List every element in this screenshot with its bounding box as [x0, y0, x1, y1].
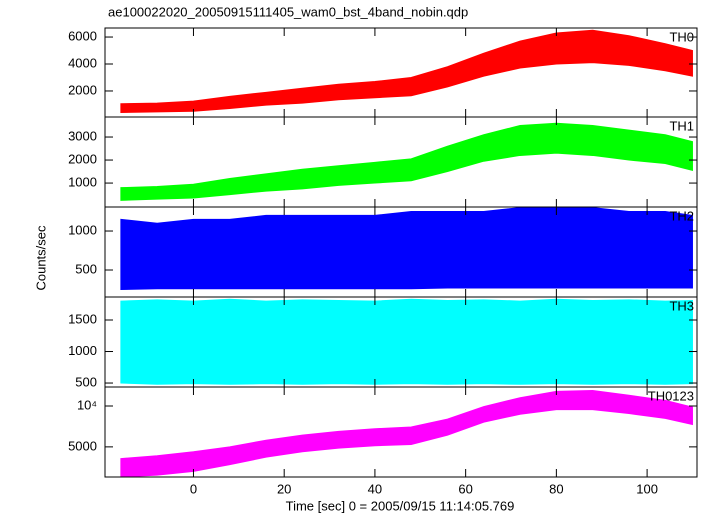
y-tick-label: 6000	[68, 28, 97, 43]
noise-band	[120, 207, 693, 291]
x-axis-label: Time [sec] 0 = 2005/09/15 11:14:05.769	[286, 498, 515, 513]
y-tick-label: 10⁴	[77, 397, 97, 412]
y-tick-label: 1000	[68, 343, 97, 358]
x-tick-label: 80	[549, 481, 563, 496]
legend-label: TH2	[669, 208, 694, 223]
legend-label: TH1	[669, 118, 694, 133]
y-tick-label: 1000	[68, 222, 97, 237]
y-tick-label: 3000	[68, 128, 97, 143]
series-line	[120, 48, 693, 110]
series-line	[120, 256, 693, 260]
legend-label: TH3	[669, 298, 694, 313]
y-tick-label: 2000	[68, 151, 97, 166]
x-tick-label: 40	[368, 481, 382, 496]
noise-band	[120, 390, 693, 478]
series-line	[120, 399, 693, 469]
series-line	[120, 340, 693, 343]
x-tick-label: 100	[636, 481, 658, 496]
x-tick-label: 20	[277, 481, 291, 496]
x-tick-label: 60	[458, 481, 472, 496]
series-line	[120, 138, 693, 196]
chart-title: ae100022020_20050915111405_wam0_bst_4ban…	[108, 4, 468, 19]
y-tick-label: 5000	[68, 438, 97, 453]
y-tick-label: 2000	[68, 82, 97, 97]
panel-frame	[104, 386, 698, 478]
y-tick-label: 500	[75, 261, 97, 276]
legend-label: TH0	[669, 29, 694, 44]
y-tick-label: 500	[75, 374, 97, 389]
y-tick-label: 1500	[68, 311, 97, 326]
noise-band	[120, 29, 693, 114]
legend-label: TH0123	[648, 388, 694, 403]
y-tick-label: 4000	[68, 55, 97, 70]
y-axis-label: Counts/sec	[33, 225, 48, 291]
noise-band	[120, 122, 693, 201]
y-tick-label: 1000	[68, 174, 97, 189]
x-tick-label: 0	[190, 481, 197, 496]
